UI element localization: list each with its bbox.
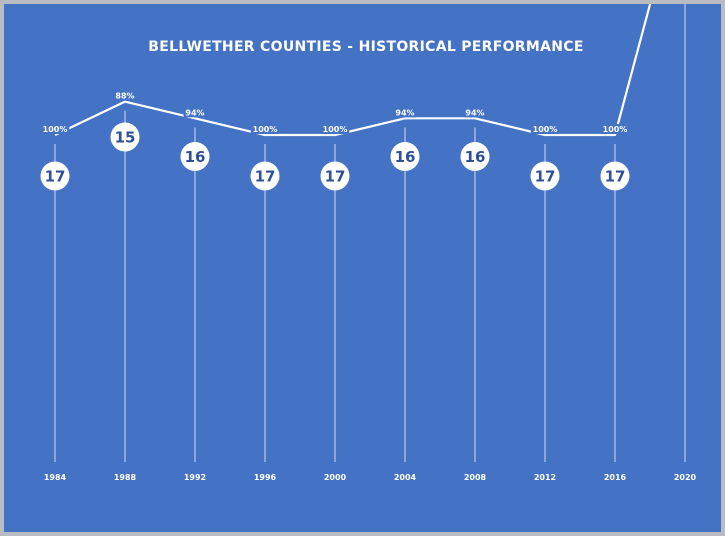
percentage-label-bg xyxy=(250,124,280,134)
percentage-label-bg xyxy=(113,90,137,101)
stems-group xyxy=(54,4,686,462)
percentage-line xyxy=(54,4,652,137)
year-label-2020: 2020 xyxy=(674,473,697,482)
percentage-label-2004: 94% xyxy=(395,108,414,117)
count-marker-2016 xyxy=(600,161,630,191)
percentage-label-bg xyxy=(183,107,207,118)
count-label-2012: 17 xyxy=(535,168,556,186)
percentage-labels: 100%88%94%100%100%94%94%100%100%6% xyxy=(40,90,630,134)
year-label-1996: 1996 xyxy=(254,473,277,482)
percentage-label-1984: 100% xyxy=(43,125,68,134)
year-labels: 1984 1988 1992 1996 2000 2004 2008 2012 2016 2020 xyxy=(44,473,697,482)
count-label-1984: 17 xyxy=(45,168,66,186)
count-marker-2012 xyxy=(530,161,560,191)
count-label-1996: 17 xyxy=(255,168,276,186)
count-marker-1992 xyxy=(180,142,210,171)
count-label-2004: 16 xyxy=(395,148,416,166)
percentage-label-bg xyxy=(600,124,630,134)
percentage-label-bg xyxy=(40,124,70,134)
percentage-label-1996: 100% xyxy=(253,125,278,134)
count-label-2016: 17 xyxy=(605,168,626,186)
year-label-2004: 2004 xyxy=(394,473,417,482)
percentage-label-1988: 88% xyxy=(115,92,134,101)
count-marker-1996 xyxy=(250,161,280,191)
year-label-2016: 2016 xyxy=(604,473,627,482)
chart-title: BELLWETHER COUNTIES - HISTORICAL PERFORM… xyxy=(148,39,583,55)
count-label-2008: 16 xyxy=(465,148,486,166)
line-chart: BELLWETHER COUNTIES - HISTORICAL PERFORM… xyxy=(40,4,697,482)
count-marker-1988 xyxy=(110,122,140,152)
percentage-label-1992: 94% xyxy=(185,108,204,117)
percentage-label-2008: 94% xyxy=(465,108,484,117)
count-label-1988: 15 xyxy=(115,129,136,147)
count-label-1992: 16 xyxy=(185,148,206,166)
year-label-1984: 1984 xyxy=(44,473,67,482)
chart-frame: BELLWETHER COUNTIES - HISTORICAL PERFORM… xyxy=(4,4,721,532)
percentage-label-bg xyxy=(530,124,560,134)
count-marker-2000 xyxy=(320,161,350,191)
percentage-label-bg xyxy=(320,124,350,134)
year-label-2008: 2008 xyxy=(464,473,487,482)
percentage-label-2016: 100% xyxy=(603,125,628,134)
percentage-label-bg xyxy=(393,107,417,118)
year-label-2012: 2012 xyxy=(534,473,556,482)
percentage-label-2012: 100% xyxy=(533,125,558,134)
percentage-label-2000: 100% xyxy=(323,125,348,134)
count-marker-2008 xyxy=(460,142,490,171)
percentage-label-bg xyxy=(463,107,487,118)
count-marker-2004 xyxy=(390,142,420,171)
year-label-1988: 1988 xyxy=(114,473,137,482)
count-label-2000: 17 xyxy=(325,168,346,186)
year-label-1992: 1992 xyxy=(184,473,206,482)
count-marker-1984 xyxy=(40,161,70,191)
year-label-2000: 2000 xyxy=(324,473,347,482)
